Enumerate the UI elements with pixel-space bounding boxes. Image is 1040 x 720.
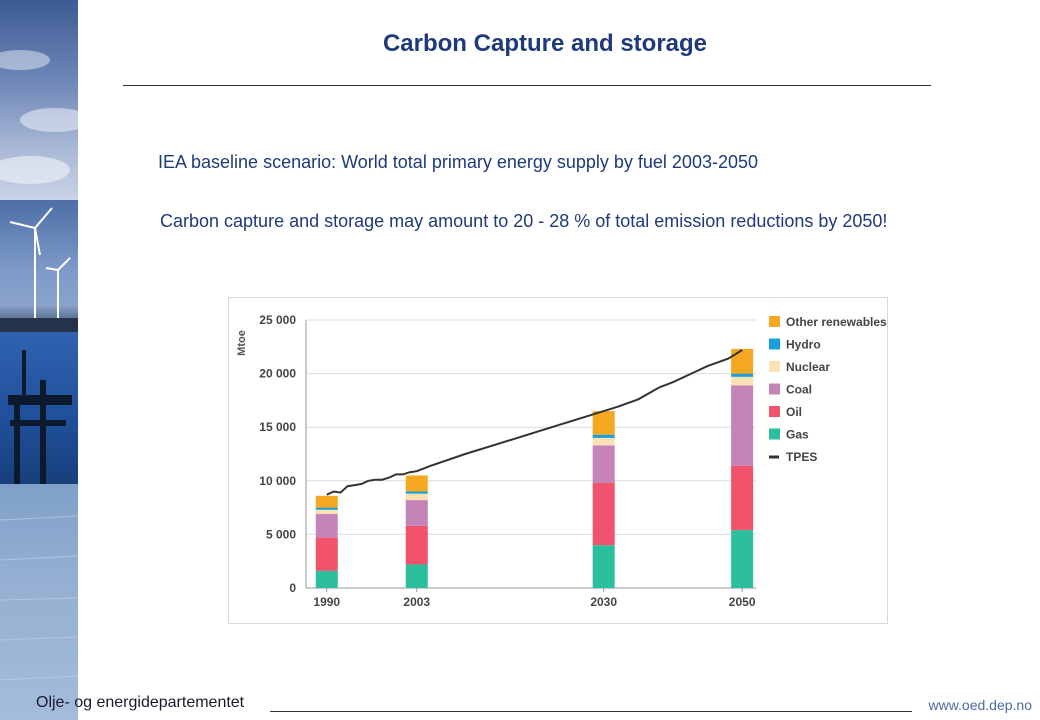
legend-label-other-renewables: Other renewables bbox=[786, 315, 887, 329]
y-tick-label: 5 000 bbox=[266, 527, 296, 541]
chart-caption: IEA baseline scenario: World total prima… bbox=[158, 152, 759, 172]
bar-nuclear-1990 bbox=[315, 509, 338, 515]
oil-platform-icon bbox=[8, 350, 72, 484]
slide-title: Carbon Capture and storage bbox=[382, 30, 708, 57]
bar-nuclear-2003 bbox=[405, 493, 428, 501]
bar-nuclear-2050 bbox=[731, 376, 754, 386]
website-url: www.oed.dep.no bbox=[928, 697, 1032, 713]
bar-other-renewables-2003 bbox=[405, 475, 428, 492]
left-photo-strip bbox=[0, 0, 78, 720]
bar-gas-2003 bbox=[405, 564, 428, 588]
x-tick-label: 2030 bbox=[590, 595, 617, 609]
y-axis-label: Mtoe bbox=[236, 330, 248, 356]
legend-label-gas: Gas bbox=[786, 428, 809, 442]
legend-label-coal: Coal bbox=[786, 383, 812, 397]
bar-hydro-1990 bbox=[315, 507, 338, 510]
bar-gas-1990 bbox=[315, 570, 338, 588]
ccs-note: Carbon capture and storage may amount to… bbox=[160, 211, 888, 231]
bar-coal-2030 bbox=[592, 445, 615, 483]
y-tick-label: 10 000 bbox=[259, 474, 296, 488]
bar-coal-2050 bbox=[731, 385, 754, 466]
legend-swatch-hydro bbox=[769, 338, 780, 350]
bar-coal-1990 bbox=[315, 514, 338, 538]
strip-illustration bbox=[0, 50, 78, 681]
bar-oil-2050 bbox=[731, 465, 754, 531]
legend-label-oil: Oil bbox=[786, 405, 802, 419]
legend-swatch-coal bbox=[769, 383, 780, 395]
bar-oil-2030 bbox=[592, 482, 615, 546]
sea-photo bbox=[0, 484, 78, 720]
bar-other-renewables-1990 bbox=[315, 495, 338, 508]
oil-platform-photo bbox=[0, 332, 78, 484]
legend-swatch-oil bbox=[769, 406, 780, 417]
title-divider bbox=[123, 85, 931, 86]
bar-other-renewables-2050 bbox=[731, 348, 754, 374]
x-tick-label: 2050 bbox=[729, 595, 756, 609]
y-tick-label: 15 000 bbox=[259, 420, 296, 434]
bar-nuclear-2030 bbox=[592, 437, 615, 446]
bar-oil-2003 bbox=[405, 525, 428, 565]
legend-label-nuclear: Nuclear bbox=[786, 360, 830, 374]
footer-divider bbox=[270, 711, 912, 712]
legend-swatch-other-renewables bbox=[769, 316, 780, 327]
bar-other-renewables-2030 bbox=[592, 411, 615, 435]
bar-gas-2030 bbox=[592, 545, 615, 588]
bar-oil-1990 bbox=[315, 537, 338, 571]
bar-coal-2003 bbox=[405, 500, 428, 526]
bar-hydro-2050 bbox=[731, 373, 754, 377]
bar-gas-2050 bbox=[731, 530, 754, 588]
legend-label-tpes: TPES bbox=[786, 450, 817, 464]
chart-svg: 0 5 000 10 000 15 000 20 000 25 000 Mtoe 1990 20… bbox=[236, 313, 887, 609]
tpes-line bbox=[326, 349, 743, 496]
legend-swatch-nuclear bbox=[769, 361, 780, 372]
legend-label-hydro: Hydro bbox=[786, 338, 821, 352]
y-tick-label: 25 000 bbox=[259, 313, 296, 327]
y-tick-label: 0 bbox=[289, 581, 296, 595]
wind-turbine-icon bbox=[9, 207, 71, 320]
bar-hydro-2003 bbox=[405, 491, 428, 494]
legend-swatch-gas bbox=[769, 428, 780, 440]
x-tick-label: 1990 bbox=[313, 595, 340, 609]
bar-hydro-2030 bbox=[592, 434, 615, 438]
ministry-name: Olje- og energidepartementet bbox=[36, 694, 245, 711]
y-tick-label: 20 000 bbox=[259, 367, 296, 381]
energy-supply-chart: 0 5 000 10 000 15 000 20 000 25 000 Mtoe 1990 20… bbox=[228, 297, 888, 624]
x-tick-label: 2003 bbox=[403, 595, 430, 609]
